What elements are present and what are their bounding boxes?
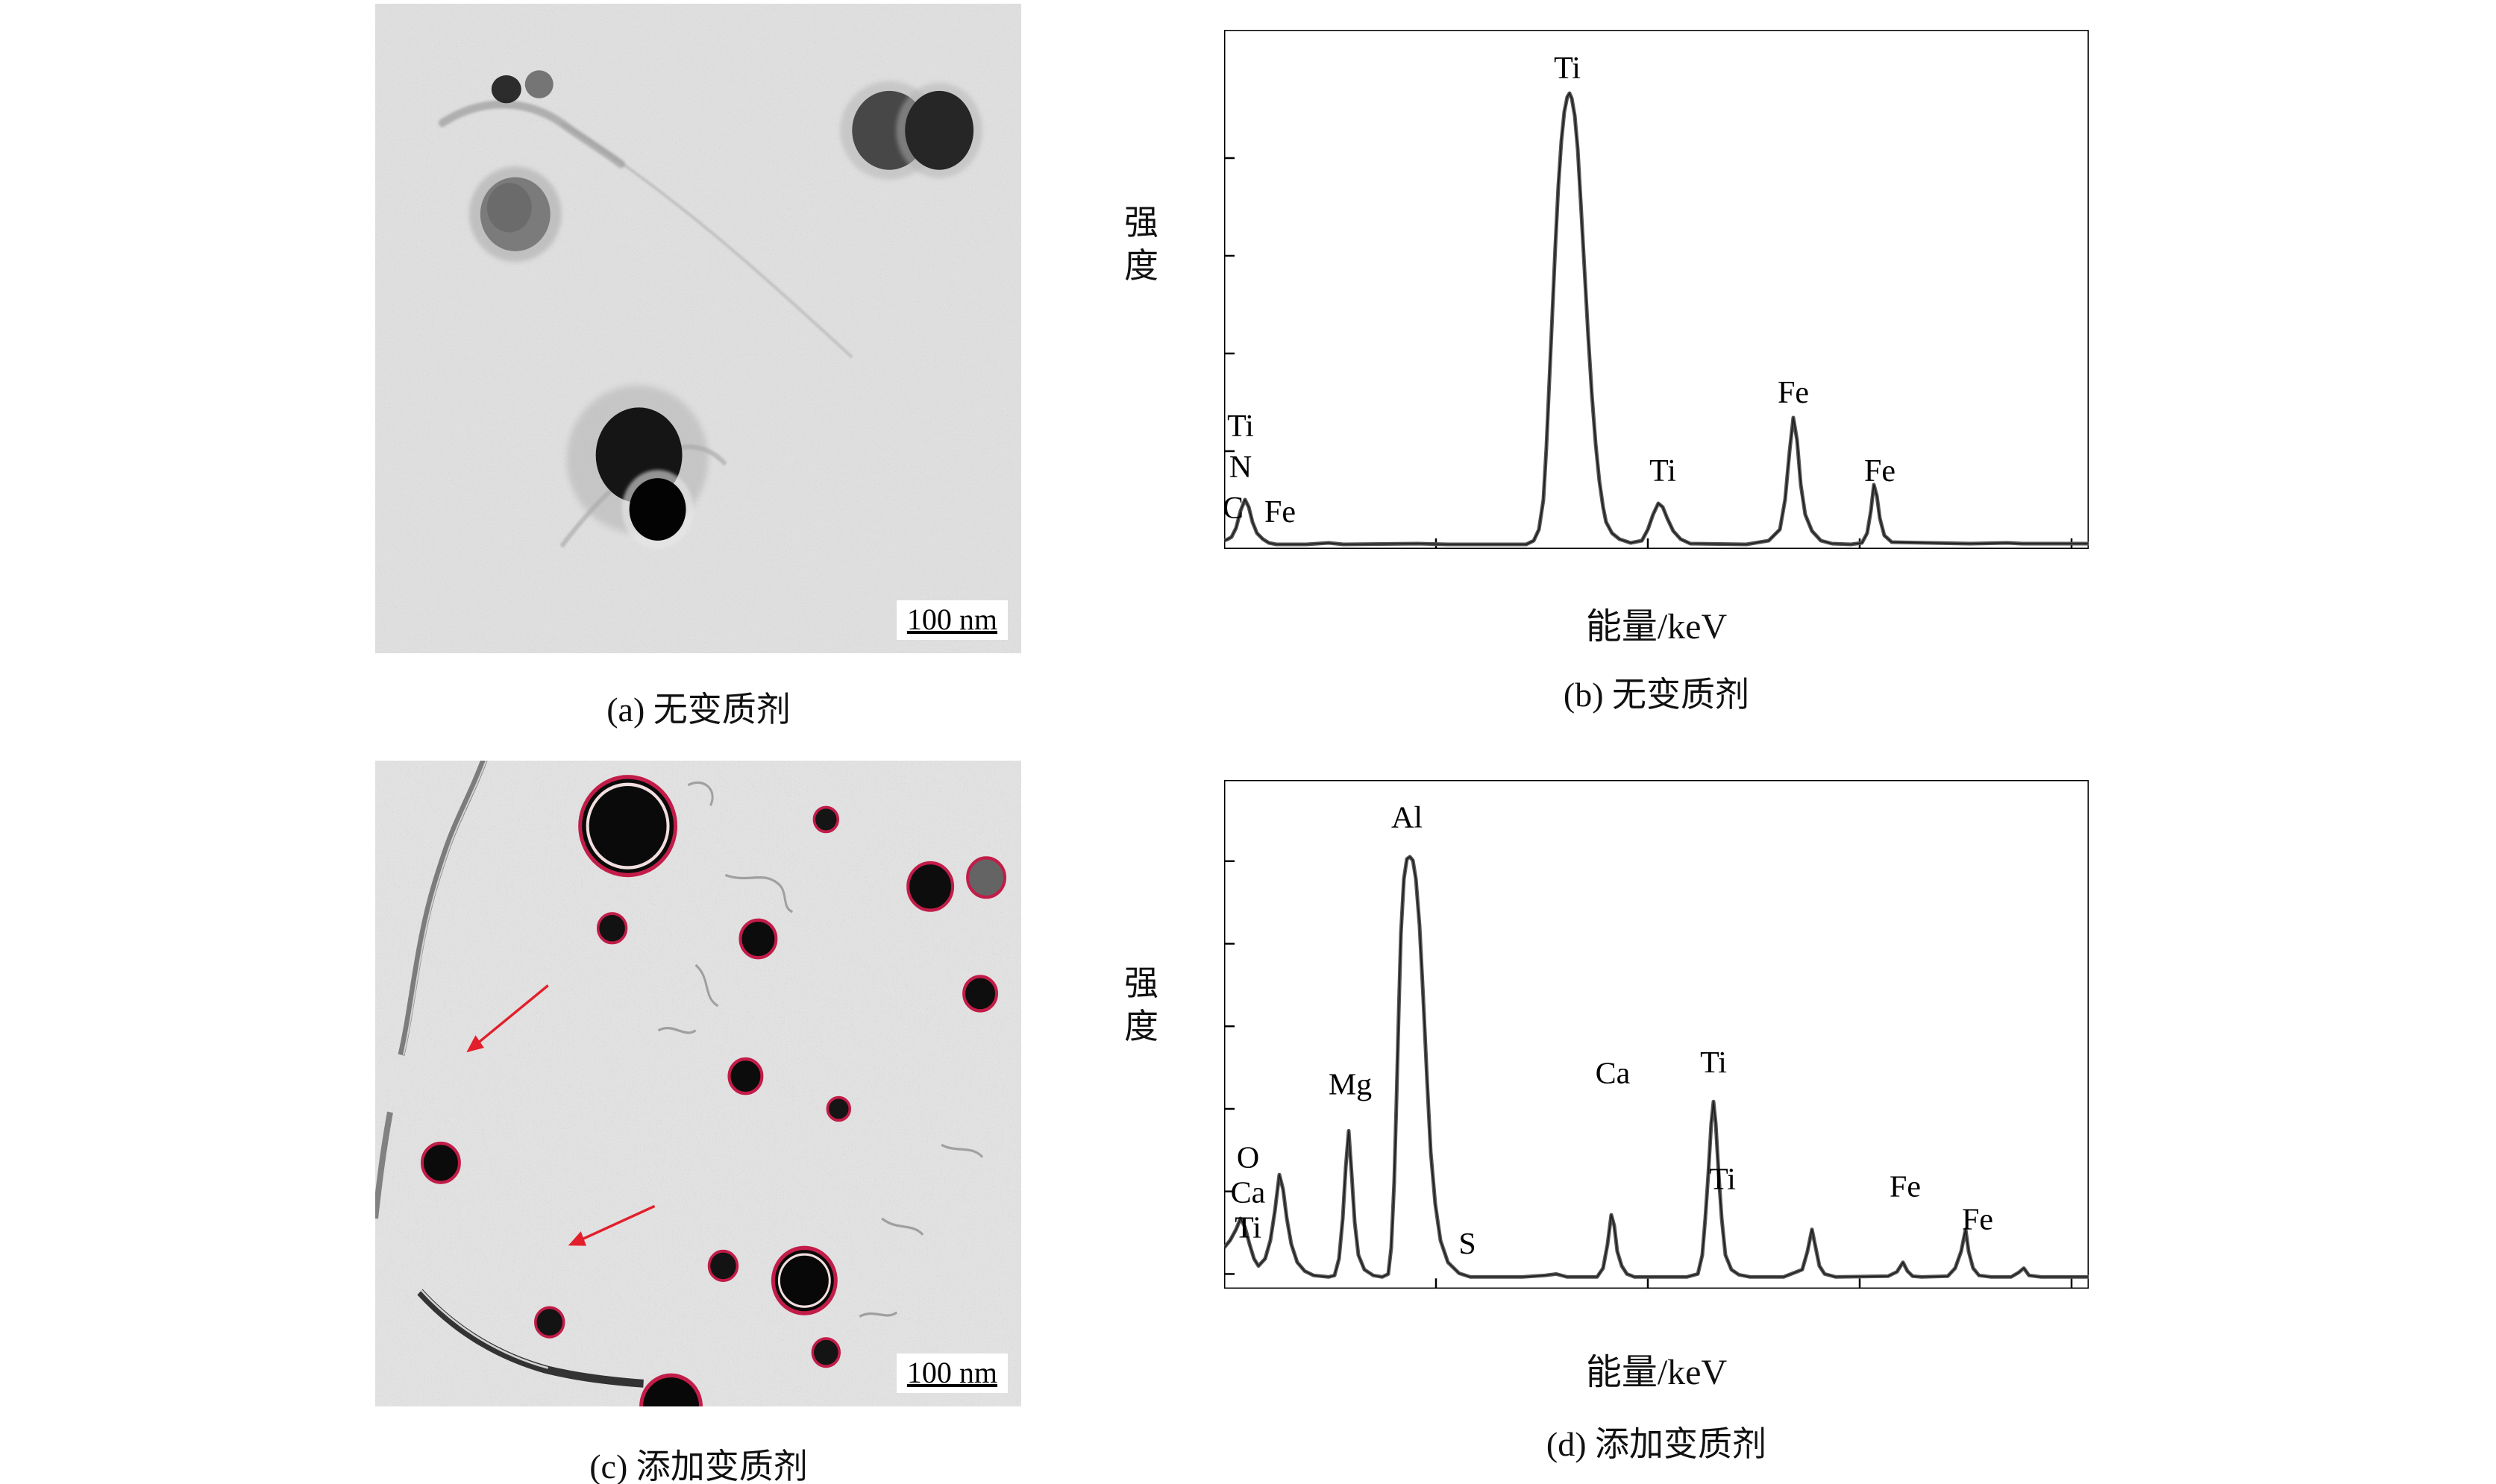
svg-text:S: S [1458,1226,1476,1260]
svg-text:N: N [1229,450,1252,485]
svg-text:Ti: Ti [1649,454,1676,488]
svg-text:Ti: Ti [1554,51,1581,86]
svg-text:Ti: Ti [1700,1045,1727,1079]
svg-text:Ti: Ti [1709,1162,1736,1196]
svg-text:Ca: Ca [1231,1175,1266,1210]
svg-text:C: C [1224,491,1244,526]
svg-text:Fe: Fe [1264,495,1296,529]
svg-text:Mg: Mg [1329,1067,1372,1101]
svg-text:Fe: Fe [1962,1202,1993,1236]
svg-text:Ca: Ca [1596,1056,1631,1090]
svg-text:Ti: Ti [1235,1210,1261,1245]
svg-text:Fe: Fe [1778,376,1809,410]
svg-text:Fe: Fe [1864,454,1895,488]
svg-text:Ti: Ti [1227,409,1254,444]
svg-text:Fe: Fe [1890,1169,1921,1204]
svg-text:O: O [1237,1140,1259,1175]
svg-text:Al: Al [1391,800,1423,834]
